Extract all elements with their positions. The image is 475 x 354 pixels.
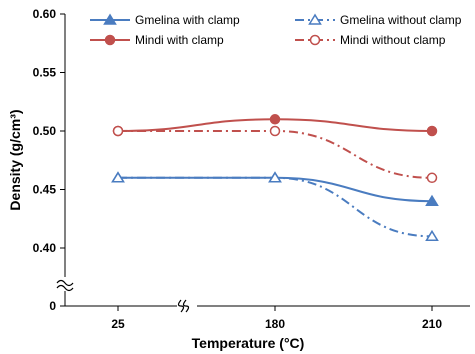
series-gmelina-without-clamp	[111, 171, 439, 242]
series-layer	[111, 114, 439, 242]
x-tick-label: 180	[265, 317, 285, 331]
legend-marker	[104, 34, 116, 46]
legend-item: Mindi with clamp	[90, 33, 224, 47]
x-axis-title: Temperature (°C)	[192, 335, 305, 351]
data-point	[269, 114, 281, 125]
legend-label: Gmelina with clamp	[135, 13, 240, 27]
data-point	[426, 125, 438, 137]
legend-label: Mindi without clamp	[340, 33, 446, 47]
y-tick-label: 0.55	[33, 66, 57, 80]
y-tick-label: 0.50	[33, 124, 57, 138]
x-tick-label: 210	[422, 317, 442, 331]
data-point	[268, 171, 282, 183]
legend-item: Gmelina without clamp	[295, 13, 462, 27]
y-tick-label: 0.40	[33, 241, 57, 255]
data-point	[425, 194, 439, 206]
y-tick-label: 0.45	[33, 183, 57, 197]
series-mindi-without-clamp	[112, 125, 438, 184]
legend-marker	[309, 34, 321, 46]
x-tick-label: 25	[111, 317, 125, 331]
legend-marker	[308, 13, 322, 25]
x-axis-break	[177, 297, 197, 315]
y-tick-label-zero: 0	[49, 299, 56, 313]
data-point	[269, 125, 281, 137]
series-line	[118, 176, 433, 238]
legend-item: Mindi without clamp	[295, 33, 446, 47]
legend-label: Mindi with clamp	[135, 33, 224, 47]
data-point	[425, 229, 439, 242]
y-axis-title: Density (g/cm³)	[7, 109, 23, 210]
x-ticks: 25 180 210	[111, 306, 442, 331]
data-point	[426, 172, 438, 184]
legend-marker	[103, 13, 117, 25]
legend-item: Gmelina with clamp	[90, 13, 240, 27]
legend: Gmelina with clamp Gmelina without clamp M…	[90, 13, 462, 47]
y-ticks: 0.60 0.55 0.50 0.45 0.40 0	[33, 7, 65, 313]
y-tick-label: 0.60	[33, 7, 57, 21]
series-line	[118, 129, 433, 179]
data-point	[111, 171, 125, 183]
legend-label: Gmelina without clamp	[340, 13, 462, 27]
data-point	[112, 125, 124, 137]
y-axis-break	[56, 277, 74, 292]
